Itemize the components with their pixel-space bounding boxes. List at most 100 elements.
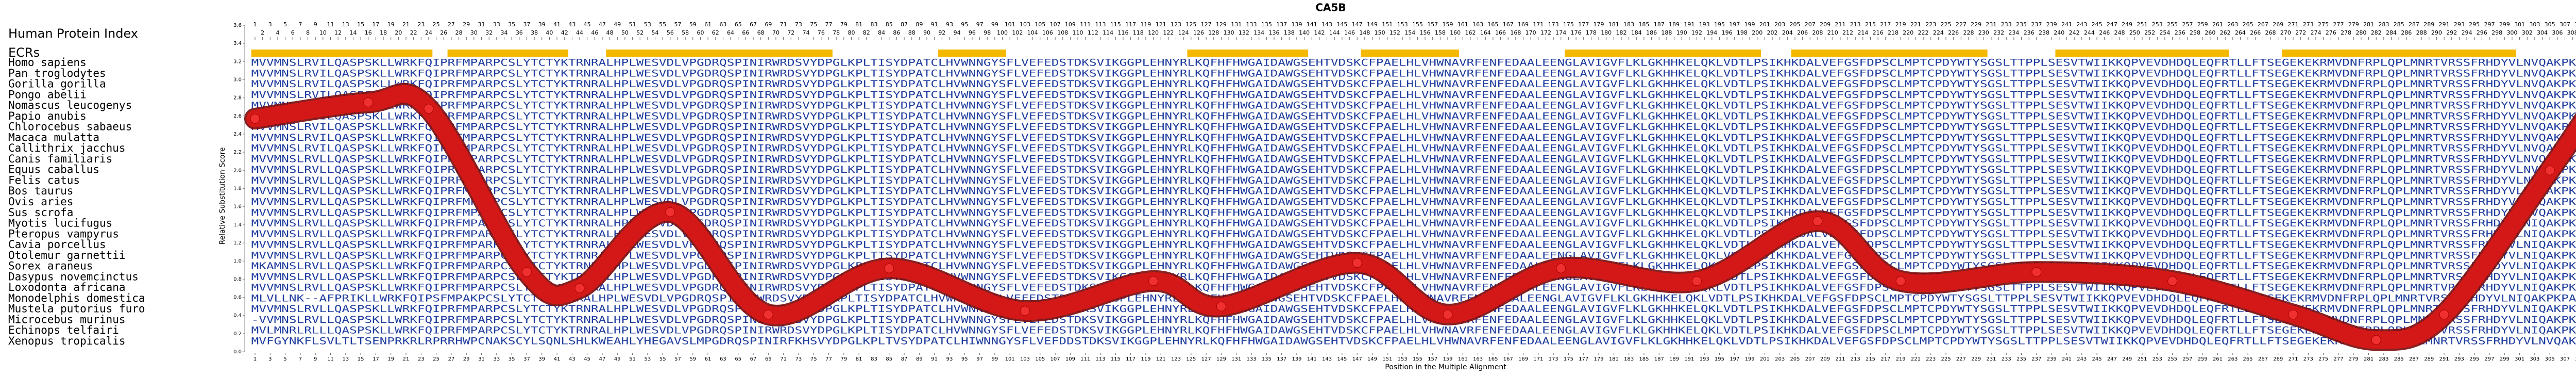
- index-tick-label: 22: [410, 29, 417, 36]
- index-tick-label: 2: [261, 29, 264, 36]
- x-tick-label: 263: [2228, 356, 2238, 362]
- x-tick-label: 253: [2153, 356, 2162, 362]
- index-tick-label: 267: [2258, 21, 2268, 28]
- x-tick-label: 147: [1352, 356, 1362, 362]
- index-tick-label: 133: [1246, 21, 1257, 28]
- x-tick-label: 117: [1126, 356, 1136, 362]
- species-label: Pteropus vampyrus: [8, 227, 119, 240]
- sequence: MVVMNSLRVILQASPSKLLWRKFQIPRFMPARPCSLYTCT…: [251, 57, 2576, 69]
- score-point: [1692, 276, 1702, 286]
- index-tick-label: 266: [2250, 29, 2261, 36]
- index-tick-label: 257: [2182, 21, 2193, 28]
- x-tick-label: 231: [1986, 356, 1996, 362]
- index-tick-label: 226: [1948, 29, 1959, 36]
- sequence: MVVMNSLRVILQASPSKLLWRKFQIPRFMPARPCSLYTCT…: [251, 68, 2576, 79]
- index-tick-label: 113: [1095, 21, 1106, 28]
- index-tick-label: 92: [938, 29, 945, 36]
- score-point: [2288, 309, 2298, 320]
- index-tick-label: 298: [2492, 29, 2502, 36]
- x-tick-label: 5: [283, 356, 286, 362]
- ecr-bar: [1791, 50, 1988, 57]
- index-tick-label: 70: [772, 29, 779, 36]
- sequence: MVVMNSLRVLLQASPSKLLWRKFQIPRFMPARPCSLYTCT…: [251, 250, 2576, 261]
- species-label: Loxodonta africana: [8, 281, 126, 293]
- x-tick-label: 187: [1654, 356, 1664, 362]
- index-tick-label: 122: [1163, 29, 1174, 36]
- x-tick-label: 269: [2273, 356, 2283, 362]
- index-tick-label: 217: [1880, 21, 1891, 28]
- y-tick-label: 1.4: [233, 222, 242, 228]
- index-tick-label: 53: [644, 21, 651, 28]
- species-label: Canis familiaris: [8, 153, 112, 165]
- index-tick-label: 254: [2159, 29, 2170, 36]
- index-tick-label: 108: [1057, 29, 1068, 36]
- index-tick-label: 7: [298, 21, 302, 28]
- index-tick-label: 75: [810, 21, 817, 28]
- index-tick-label: 299: [2499, 21, 2510, 28]
- x-tick-label: 145: [1337, 356, 1347, 362]
- index-tick-label: 164: [1480, 29, 1491, 36]
- x-tick-label: 13: [342, 356, 349, 362]
- x-tick-label: 299: [2500, 356, 2510, 362]
- index-tick-label: 209: [1820, 21, 1831, 28]
- index-tick-label: 278: [2341, 29, 2351, 36]
- species-label: Microcebus murinus: [8, 313, 126, 325]
- x-tick-label: 201: [1760, 356, 1770, 362]
- index-tick-label: 46: [591, 29, 598, 36]
- x-tick-label: 111: [1080, 356, 1090, 362]
- species-label: Pongo abelii: [8, 88, 87, 101]
- score-point: [1443, 309, 1453, 320]
- index-tick-label: 263: [2227, 21, 2238, 28]
- index-tick-label: 137: [1276, 21, 1287, 28]
- index-tick-label: 120: [1148, 29, 1159, 36]
- x-tick-label: 171: [1533, 356, 1543, 362]
- index-tick-label: 236: [2024, 29, 2035, 36]
- index-tick-label: 13: [342, 21, 349, 28]
- index-tick-label: 182: [1616, 29, 1626, 36]
- index-tick-label: 208: [1812, 29, 1823, 36]
- sequence: MVLMNRLRLLLQASPSKLLWRKFQIPRFMPARPCSLYTCT…: [251, 325, 2576, 336]
- x-tick-label: 51: [629, 356, 636, 362]
- index-tick-label: 152: [1389, 29, 1400, 36]
- index-tick-label: 271: [2288, 21, 2299, 28]
- x-tick-label: 239: [2047, 356, 2057, 362]
- index-tick-label: 66: [742, 29, 749, 36]
- x-tick-label: 87: [901, 356, 908, 362]
- x-tick-label: 25: [433, 356, 439, 362]
- index-tick-label: 228: [1963, 29, 1974, 36]
- score-point: [1895, 276, 1906, 286]
- index-tick-label: 71: [780, 21, 787, 28]
- x-tick-label: 33: [493, 356, 500, 362]
- index-tick-label: 275: [2318, 21, 2329, 28]
- y-tick-label: 2.6: [233, 113, 242, 119]
- ecr-bar: [1187, 50, 1308, 57]
- x-tick-label: 19: [387, 356, 394, 362]
- index-tick-label: 87: [901, 21, 908, 28]
- species-label: Dasypus novemcinctus: [8, 270, 139, 283]
- index-tick-label: 135: [1261, 21, 1272, 28]
- x-tick-label: 107: [1050, 356, 1060, 362]
- index-tick-label: 23: [417, 21, 425, 28]
- index-tick-label: 4: [276, 29, 279, 36]
- index-tick-label: 14: [349, 29, 357, 36]
- index-tick-label: 241: [2061, 21, 2072, 28]
- index-tick-label: 37: [523, 21, 530, 28]
- score-point: [574, 283, 585, 293]
- x-tick-label: 255: [2167, 356, 2177, 362]
- x-tick-label: 265: [2243, 356, 2253, 362]
- x-tick-label: 133: [1247, 356, 1257, 362]
- x-tick-label: 241: [2062, 356, 2072, 362]
- index-tick-label: 51: [629, 21, 636, 28]
- index-tick-label: 91: [931, 21, 938, 28]
- x-tick-label: 57: [674, 356, 681, 362]
- index-tick-label: 181: [1608, 21, 1619, 28]
- species-label: Equus caballus: [8, 164, 99, 176]
- x-tick-label: 235: [2016, 356, 2026, 362]
- species-label: Monodelphis domestica: [8, 292, 145, 304]
- index-tick-label: 197: [1729, 21, 1740, 28]
- x-tick-label: 243: [2077, 356, 2087, 362]
- x-tick-label: 307: [2560, 356, 2570, 362]
- chart-title: CA5B: [1315, 2, 1346, 14]
- index-tick-label: 303: [2529, 21, 2540, 28]
- y-tick-label: 3.4: [233, 41, 242, 46]
